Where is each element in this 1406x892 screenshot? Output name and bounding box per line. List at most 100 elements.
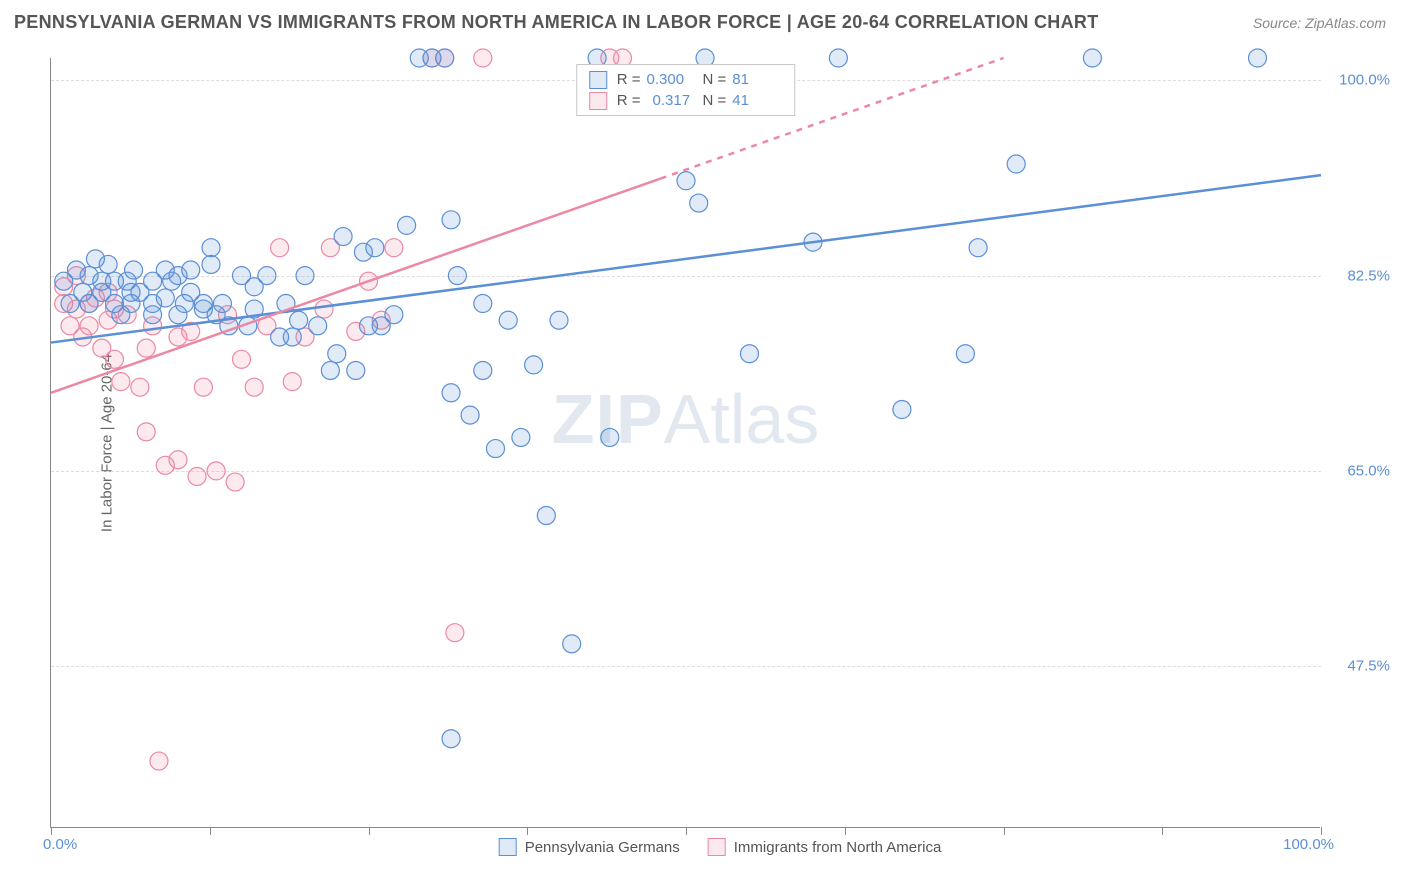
legend-item-1: Pennsylvania Germans	[499, 838, 680, 856]
x-axis-label-left: 0.0%	[43, 836, 77, 853]
corr-R-value-2: 0.317	[647, 90, 697, 111]
data-point	[290, 311, 308, 329]
data-point	[512, 428, 530, 446]
data-point	[194, 378, 212, 396]
data-point	[207, 462, 225, 480]
data-point	[366, 239, 384, 257]
data-point	[182, 261, 200, 279]
data-point	[969, 239, 987, 257]
data-point	[442, 211, 460, 229]
data-point	[258, 267, 276, 285]
data-point	[137, 339, 155, 357]
data-point	[150, 752, 168, 770]
data-point	[283, 328, 301, 346]
legend: Pennsylvania Germans Immigrants from Nor…	[499, 838, 942, 856]
data-point	[474, 295, 492, 313]
corr-row-series1: R = 0.300 N = 81	[589, 69, 783, 90]
corr-N-value-1: 81	[732, 69, 782, 90]
x-tick	[1162, 827, 1163, 835]
data-point	[448, 267, 466, 285]
y-tick-label: 47.5%	[1347, 658, 1390, 675]
data-point	[309, 317, 327, 335]
data-point	[461, 406, 479, 424]
data-point	[446, 624, 464, 642]
data-point	[442, 384, 460, 402]
data-point	[741, 345, 759, 363]
x-tick	[845, 827, 846, 835]
x-tick	[1321, 827, 1322, 835]
corr-R-label-1: R =	[617, 69, 641, 90]
corr-row-series2: R = 0.317 N = 41	[589, 90, 783, 111]
data-point	[169, 451, 187, 469]
data-point	[112, 373, 130, 391]
corr-N-value-2: 41	[732, 90, 782, 111]
data-point	[80, 317, 98, 335]
data-point	[125, 261, 143, 279]
data-point	[156, 289, 174, 307]
x-tick	[210, 827, 211, 835]
data-point	[385, 239, 403, 257]
data-point	[1083, 49, 1101, 67]
data-point	[499, 311, 517, 329]
data-point	[474, 361, 492, 379]
data-point	[106, 350, 124, 368]
data-point	[537, 507, 555, 525]
data-point	[245, 378, 263, 396]
data-point	[677, 172, 695, 190]
y-tick-label: 82.5%	[1347, 267, 1390, 284]
data-point	[188, 467, 206, 485]
data-point	[436, 49, 454, 67]
x-axis-label-right: 100.0%	[1283, 836, 1334, 853]
data-point	[347, 361, 365, 379]
data-point	[296, 267, 314, 285]
corr-swatch-2	[589, 92, 607, 110]
data-point	[202, 255, 220, 273]
data-point	[893, 401, 911, 419]
data-point	[271, 239, 289, 257]
legend-swatch-1	[499, 838, 517, 856]
data-point	[398, 216, 416, 234]
corr-N-label-1: N =	[703, 69, 727, 90]
data-point	[137, 423, 155, 441]
x-tick	[1004, 827, 1005, 835]
chart-title: PENNSYLVANIA GERMAN VS IMMIGRANTS FROM N…	[14, 12, 1099, 33]
data-point	[442, 730, 460, 748]
x-tick	[686, 827, 687, 835]
scatter-svg	[51, 58, 1321, 828]
data-point	[829, 49, 847, 67]
data-point	[1007, 155, 1025, 173]
data-point	[385, 306, 403, 324]
data-point	[226, 473, 244, 491]
trend-line	[51, 175, 1321, 342]
corr-swatch-1	[589, 71, 607, 89]
data-point	[690, 194, 708, 212]
x-tick	[51, 827, 52, 835]
chart-header: PENNSYLVANIA GERMAN VS IMMIGRANTS FROM N…	[0, 0, 1406, 45]
y-tick-label: 65.0%	[1347, 462, 1390, 479]
data-point	[601, 428, 619, 446]
legend-label-2: Immigrants from North America	[734, 839, 942, 856]
data-point	[328, 345, 346, 363]
plot-region: ZIPAtlas 47.5%65.0%82.5%100.0% 0.0% 100.…	[50, 58, 1320, 828]
chart-source: Source: ZipAtlas.com	[1253, 15, 1386, 31]
data-point	[487, 440, 505, 458]
data-point	[283, 373, 301, 391]
data-point	[315, 300, 333, 318]
legend-swatch-2	[708, 838, 726, 856]
data-point	[525, 356, 543, 374]
data-point	[474, 49, 492, 67]
y-tick-label: 100.0%	[1339, 72, 1390, 89]
data-point	[213, 295, 231, 313]
data-point	[550, 311, 568, 329]
data-point	[563, 635, 581, 653]
data-point	[956, 345, 974, 363]
data-point	[233, 350, 251, 368]
data-point	[1249, 49, 1267, 67]
corr-R-value-1: 0.300	[647, 69, 697, 90]
legend-item-2: Immigrants from North America	[708, 838, 942, 856]
data-point	[321, 361, 339, 379]
data-point	[99, 255, 117, 273]
x-tick	[369, 827, 370, 835]
data-point	[202, 239, 220, 257]
data-point	[131, 378, 149, 396]
